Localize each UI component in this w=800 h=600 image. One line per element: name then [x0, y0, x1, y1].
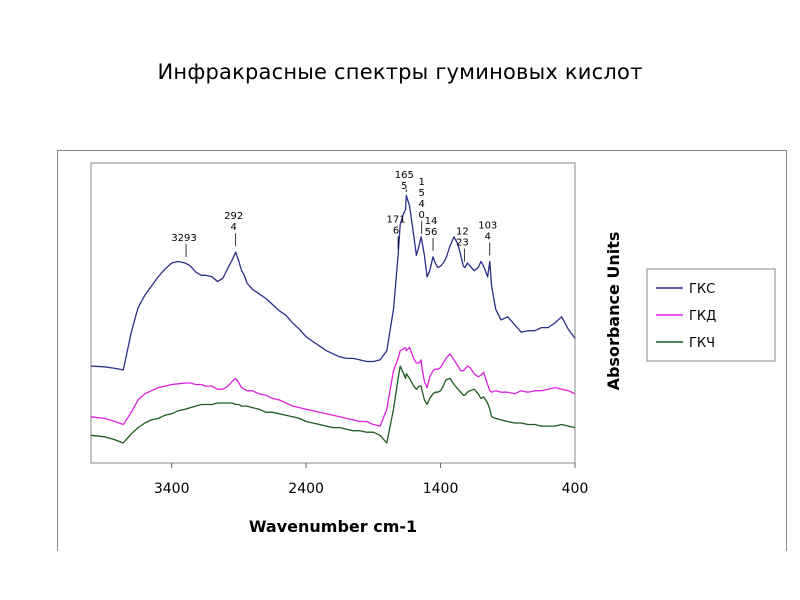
- chart-frame: 3293 292 4 171 6 165 5 1 5 4 0 14 56 12 23 103 4 3400 240…: [57, 150, 787, 551]
- annotation-label: 165: [395, 170, 414, 181]
- series-line-1: [90, 194, 576, 371]
- x-axis: 3400 2400 1400 400: [154, 463, 589, 497]
- annotation-label: 6: [393, 225, 399, 236]
- annotation-label: 103: [478, 220, 497, 231]
- plot-area: [90, 162, 576, 464]
- legend: ГКС ГКД ГКЧ: [646, 268, 776, 362]
- x-tick-label: 400: [562, 481, 589, 497]
- series-layer: [90, 194, 576, 444]
- legend-label: ГКС: [689, 282, 715, 297]
- series-line-3: [90, 365, 576, 444]
- annotation-label: 23: [456, 238, 469, 249]
- annotation-label: 4: [419, 199, 425, 210]
- x-axis-title: Wavenumber cm-1: [249, 517, 417, 536]
- annotation-label: 0: [419, 210, 425, 221]
- annotation-label: 14: [425, 216, 438, 227]
- annotation-label: 5: [401, 181, 407, 192]
- annotation-label: 4: [230, 222, 236, 233]
- slide-title: Инфракрасные спектры гуминовых кислот: [157, 60, 643, 84]
- annotation-label: 4: [485, 231, 491, 242]
- annotation-label: 56: [425, 227, 438, 238]
- x-tick-label: 1400: [423, 481, 459, 497]
- y-axis-title: Absorbance Units: [604, 232, 623, 391]
- annotation-label: 12: [456, 227, 469, 238]
- series-line-2: [90, 346, 576, 427]
- annotation-label: 292: [224, 211, 243, 222]
- annotation-label: 3293: [171, 233, 196, 244]
- annotation-label: 171: [387, 214, 406, 225]
- x-tick-label: 3400: [154, 481, 190, 497]
- x-tick-label: 2400: [288, 481, 324, 497]
- legend-label: ГКД: [689, 309, 716, 324]
- legend-label: ГКЧ: [689, 336, 715, 351]
- annotation-label: 1: [419, 177, 425, 188]
- annotation-label: 5: [419, 188, 425, 199]
